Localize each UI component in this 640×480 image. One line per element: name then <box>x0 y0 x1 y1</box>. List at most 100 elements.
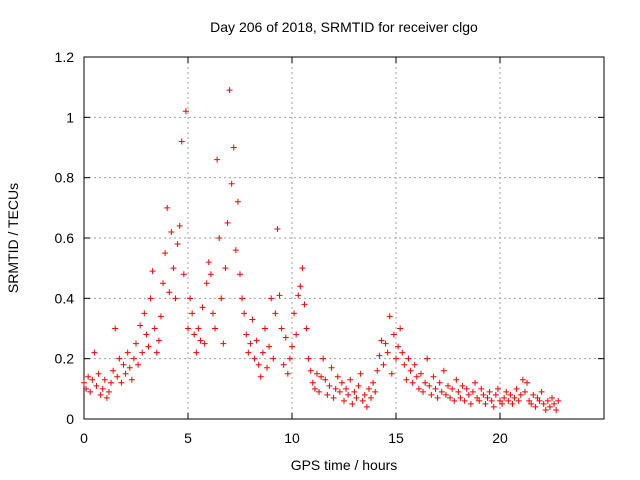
data-point <box>232 247 239 254</box>
data-point <box>469 388 476 395</box>
data-point <box>120 361 127 368</box>
data-point <box>388 370 395 377</box>
data-point <box>326 382 333 389</box>
data-point <box>420 388 427 395</box>
data-point <box>313 370 320 377</box>
data-point <box>182 108 189 115</box>
data-point <box>415 385 422 392</box>
data-point <box>145 343 152 350</box>
data-point <box>216 235 223 241</box>
data-point <box>293 331 300 338</box>
data-point <box>274 225 281 232</box>
data-point <box>297 283 304 290</box>
data-point <box>241 310 248 317</box>
data-point <box>438 388 445 395</box>
y-tick-label: 1 <box>66 109 74 125</box>
data-point <box>239 295 246 302</box>
data-point <box>511 394 518 401</box>
y-tick-label: 0.6 <box>55 230 75 246</box>
axis-ticks: 0 0.2 0.4 0.6 0.8 1 1.2 0 5 10 15 20 <box>55 49 604 446</box>
data-point <box>83 385 90 392</box>
data-point <box>513 385 520 392</box>
data-point <box>155 337 162 344</box>
data-point <box>428 391 435 398</box>
data-point <box>103 394 110 401</box>
data-point <box>203 280 210 287</box>
data-point <box>434 394 441 401</box>
data-point <box>341 397 347 404</box>
data-point <box>424 355 431 362</box>
chart-title: Day 206 of 2018, SRMTID for receiver clg… <box>210 19 478 35</box>
data-point <box>409 379 416 386</box>
data-point <box>494 385 501 392</box>
data-point <box>309 379 316 386</box>
data-point <box>542 406 549 413</box>
data-point <box>526 397 533 404</box>
data-point <box>259 349 266 356</box>
data-point <box>405 355 412 362</box>
data-point <box>447 394 454 401</box>
y-tick-label: 1.2 <box>55 49 75 65</box>
data-point <box>519 376 526 383</box>
data-point <box>278 325 285 332</box>
data-point <box>180 271 187 278</box>
data-point <box>517 391 524 398</box>
data-point <box>226 87 233 94</box>
data-point <box>488 397 495 404</box>
data-point <box>378 337 385 344</box>
data-point <box>482 400 489 407</box>
data-point <box>110 367 117 374</box>
data-point <box>370 379 377 386</box>
data-point <box>330 394 337 401</box>
data-point <box>157 313 164 320</box>
data-point <box>363 403 370 410</box>
data-point <box>544 397 551 404</box>
data-point <box>170 265 177 272</box>
data-point <box>307 367 314 374</box>
data-point <box>332 385 339 392</box>
data-point <box>126 364 133 371</box>
data-point <box>390 331 397 338</box>
data-point <box>112 325 119 332</box>
data-point <box>505 397 512 404</box>
data-point <box>245 349 252 356</box>
data-point <box>135 361 142 368</box>
data-point <box>372 388 379 395</box>
data-point <box>264 364 271 371</box>
data-point <box>133 340 139 347</box>
data-point <box>101 376 108 383</box>
data-point <box>141 310 148 317</box>
data-point <box>465 391 472 398</box>
data-point <box>509 400 516 407</box>
data-point <box>351 388 358 395</box>
data-point <box>178 138 185 145</box>
data-point <box>555 397 562 404</box>
data-point <box>164 204 171 211</box>
data-point <box>347 376 354 383</box>
data-point <box>166 289 173 296</box>
data-point <box>453 376 460 383</box>
data-point <box>445 382 451 389</box>
data-point <box>193 349 200 356</box>
data-point <box>199 304 206 311</box>
data-point <box>440 367 447 374</box>
data-point <box>499 400 506 407</box>
data-point <box>205 259 212 266</box>
data-point <box>209 310 216 317</box>
data-point <box>401 361 408 368</box>
data-point <box>459 382 466 389</box>
data-point <box>318 373 325 380</box>
y-tick-label: 0 <box>66 411 74 427</box>
data-point <box>195 325 202 332</box>
data-point <box>234 198 241 205</box>
data-point <box>301 301 308 308</box>
data-point <box>480 391 487 398</box>
y-axis-title: SRMTID / TECUs <box>5 183 21 293</box>
data-point <box>492 391 499 398</box>
data-point <box>497 397 503 404</box>
data-point <box>403 376 410 383</box>
data-point <box>357 370 364 377</box>
data-point <box>436 379 443 386</box>
